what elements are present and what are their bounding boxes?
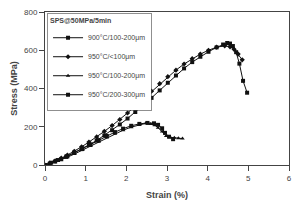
svg-text:Strain (%): Strain (%) xyxy=(146,190,188,200)
svg-text:950°C/200-300μm: 950°C/200-300μm xyxy=(88,91,145,99)
svg-text:950°C/100-200μm: 950°C/100-200μm xyxy=(88,72,145,80)
svg-text:5: 5 xyxy=(246,174,251,183)
svg-text:6: 6 xyxy=(287,174,292,183)
svg-text:200: 200 xyxy=(24,123,38,132)
svg-text:0: 0 xyxy=(33,161,38,170)
svg-text:950°C/<100μm: 950°C/<100μm xyxy=(88,53,135,61)
svg-text:400: 400 xyxy=(24,84,38,93)
svg-text:1: 1 xyxy=(83,174,88,183)
svg-text:900°C/100-200μm: 900°C/100-200μm xyxy=(88,34,145,42)
svg-text:2: 2 xyxy=(124,174,129,183)
svg-text:800: 800 xyxy=(24,8,38,17)
svg-text:4: 4 xyxy=(205,174,210,183)
svg-text:0: 0 xyxy=(43,174,48,183)
svg-text:Stress (MPa): Stress (MPa) xyxy=(9,61,19,116)
svg-text:SPS@50MPa/5min: SPS@50MPa/5min xyxy=(50,17,111,24)
svg-text:600: 600 xyxy=(24,46,38,55)
svg-text:3: 3 xyxy=(165,174,170,183)
